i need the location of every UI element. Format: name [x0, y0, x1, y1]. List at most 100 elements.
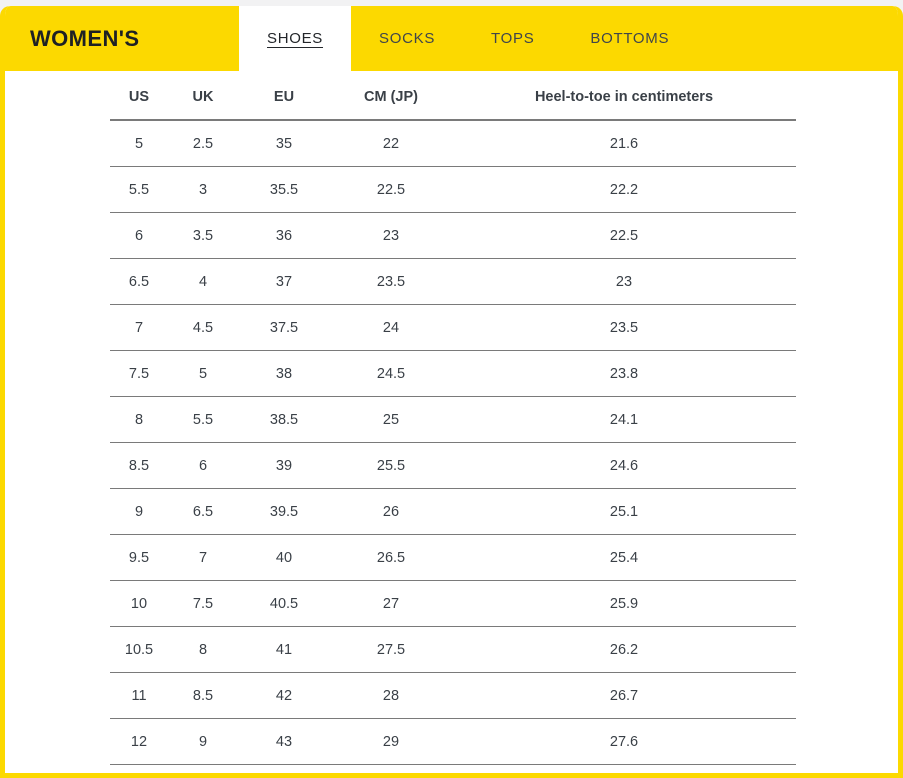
column-header: EU	[238, 83, 330, 121]
tab-shoes[interactable]: SHOES	[239, 6, 352, 71]
table-row: 10 7.5 40.5 27 25.9	[110, 580, 796, 627]
table-cell: 5	[110, 120, 168, 167]
table-cell: 23	[330, 212, 452, 259]
table-row: 12 9 43 29 27.6	[110, 718, 796, 765]
table-row: 6.5 4 37 23.5 23	[110, 258, 796, 305]
table-cell: 9.5	[110, 534, 168, 581]
table-cell: 38	[238, 350, 330, 397]
size-chart-header: WOMEN'S SHOES SOCKS TOPS BOTTOMS	[5, 6, 898, 71]
table-cell: 27	[330, 580, 452, 627]
table-cell: 26.7	[452, 672, 796, 719]
table-cell: 21.6	[452, 120, 796, 167]
table-cell: 4.5	[168, 304, 238, 351]
table-row: 7.5 5 38 24.5 23.8	[110, 350, 796, 397]
page-title: WOMEN'S	[30, 26, 140, 51]
table-cell: 23.8	[452, 350, 796, 397]
table-cell: 10	[110, 580, 168, 627]
tab-label: TOPS	[491, 30, 535, 47]
table-cell: 38.5	[238, 396, 330, 443]
tab-label: SOCKS	[379, 30, 436, 47]
column-header: Heel-to-toe in centimeters	[452, 83, 796, 121]
table-cell: 41	[238, 626, 330, 673]
size-chart-card: WOMEN'S SHOES SOCKS TOPS BOTTOMS US UK EU CM (…	[0, 6, 903, 778]
table-cell: 8.5	[168, 672, 238, 719]
table-row: 8 5.5 38.5 25 24.1	[110, 396, 796, 443]
category-tab-list: SHOES SOCKS TOPS BOTTOMS	[239, 6, 697, 71]
table-cell: 27.6	[452, 718, 796, 765]
table-cell: 24.6	[452, 442, 796, 489]
table-cell: 23	[452, 258, 796, 305]
table-cell: 24	[330, 304, 452, 351]
table-cell: 9	[168, 718, 238, 765]
table-cell: 5.5	[110, 166, 168, 213]
table-cell: 25.5	[330, 442, 452, 489]
table-cell: 42	[238, 672, 330, 719]
table-cell: 26	[330, 488, 452, 535]
table-row: 8.5 6 39 25.5 24.6	[110, 442, 796, 489]
table-cell: 7	[168, 534, 238, 581]
table-cell: 24.5	[330, 350, 452, 397]
tab-socks[interactable]: SOCKS	[351, 6, 463, 71]
size-table-container: US UK EU CM (JP) Heel-to-toe in centimeters …	[5, 83, 898, 765]
tab-label: SHOES	[267, 30, 324, 47]
table-row: 6 3.5 36 23 22.5	[110, 212, 796, 259]
table-cell: 5.5	[168, 396, 238, 443]
table-cell: 25.4	[452, 534, 796, 581]
table-cell: 35.5	[238, 166, 330, 213]
table-cell: 39	[238, 442, 330, 489]
table-cell: 8	[110, 396, 168, 443]
table-cell: 39.5	[238, 488, 330, 535]
tab-bottoms[interactable]: BOTTOMS	[562, 6, 697, 71]
table-cell: 7	[110, 304, 168, 351]
table-cell: 6.5	[110, 258, 168, 305]
table-cell: 28	[330, 672, 452, 719]
table-cell: 37.5	[238, 304, 330, 351]
table-cell: 10.5	[110, 626, 168, 673]
table-cell: 4	[168, 258, 238, 305]
table-cell: 22.5	[330, 166, 452, 213]
table-header-row: US UK EU CM (JP) Heel-to-toe in centimeters	[110, 83, 796, 121]
table-cell: 43	[238, 718, 330, 765]
table-cell: 24.1	[452, 396, 796, 443]
table-cell: 26.5	[330, 534, 452, 581]
table-cell: 25.9	[452, 580, 796, 627]
table-row: 7 4.5 37.5 24 23.5	[110, 304, 796, 351]
table-cell: 23.5	[330, 258, 452, 305]
table-cell: 11	[110, 672, 168, 719]
column-header: CM (JP)	[330, 83, 452, 121]
table-cell: 36	[238, 212, 330, 259]
table-cell: 6	[110, 212, 168, 259]
table-cell: 12	[110, 718, 168, 765]
size-table-head: US UK EU CM (JP) Heel-to-toe in centimeters	[110, 83, 796, 121]
column-header: US	[110, 83, 168, 121]
table-cell: 22.5	[452, 212, 796, 259]
table-cell: 25	[330, 396, 452, 443]
table-cell: 6.5	[168, 488, 238, 535]
table-row: 5.5 3 35.5 22.5 22.2	[110, 166, 796, 213]
table-cell: 3.5	[168, 212, 238, 259]
table-cell: 25.1	[452, 488, 796, 535]
table-cell: 40.5	[238, 580, 330, 627]
table-cell: 40	[238, 534, 330, 581]
table-cell: 29	[330, 718, 452, 765]
table-cell: 7.5	[110, 350, 168, 397]
table-cell: 35	[238, 120, 330, 167]
table-row: 5 2.5 35 22 21.6	[110, 120, 796, 167]
table-cell: 3	[168, 166, 238, 213]
table-cell: 8	[168, 626, 238, 673]
table-row: 11 8.5 42 28 26.7	[110, 672, 796, 719]
table-cell: 2.5	[168, 120, 238, 167]
column-header: UK	[168, 83, 238, 121]
size-table: US UK EU CM (JP) Heel-to-toe in centimeters …	[110, 83, 796, 765]
table-cell: 27.5	[330, 626, 452, 673]
table-cell: 7.5	[168, 580, 238, 627]
table-row: 9.5 7 40 26.5 25.4	[110, 534, 796, 581]
tab-tops[interactable]: TOPS	[463, 6, 562, 71]
table-cell: 26.2	[452, 626, 796, 673]
table-cell: 6	[168, 442, 238, 489]
table-cell: 37	[238, 258, 330, 305]
table-cell: 9	[110, 488, 168, 535]
table-cell: 5	[168, 350, 238, 397]
table-cell: 22.2	[452, 166, 796, 213]
